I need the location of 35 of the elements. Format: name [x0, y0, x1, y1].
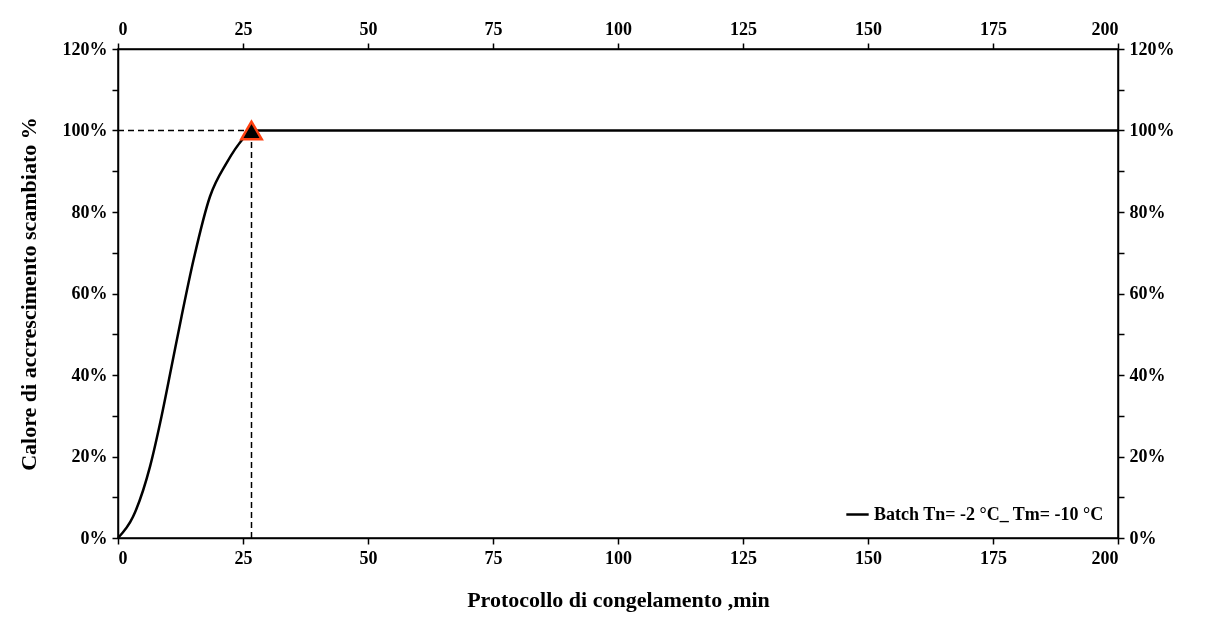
- y2-tick-label: 0%: [1129, 527, 1157, 548]
- x2-tick-label: 150: [855, 18, 882, 39]
- y2-tick-label: 120%: [1129, 38, 1175, 59]
- y2-tick-label: 40%: [1129, 364, 1166, 385]
- x2-tick-label: 0: [118, 18, 128, 39]
- y-tick-label: 60%: [71, 283, 108, 303]
- y-tick-label: 100%: [62, 120, 108, 140]
- x-tick-label: 200: [1091, 547, 1119, 568]
- x-tick-label: 25: [234, 547, 253, 568]
- x-tick-label: 175: [980, 547, 1007, 568]
- y-tick-label: 120%: [62, 38, 108, 59]
- y2-tick-label: 100%: [1129, 120, 1175, 140]
- x2-tick-label: 50: [359, 18, 378, 39]
- x-tick-label: 50: [359, 547, 378, 568]
- x-axis-title: Protocollo di congelamento ,min: [467, 586, 770, 612]
- x2-tick-label: 175: [980, 18, 1007, 39]
- y2-tick-label: 60%: [1129, 283, 1166, 303]
- x-tick-label: 125: [730, 547, 757, 568]
- x2-tick-label: 25: [234, 18, 253, 39]
- y-tick-label: 80%: [71, 201, 108, 222]
- y-tick-label: 20%: [71, 446, 108, 466]
- x2-tick-label: 100: [605, 18, 632, 39]
- y-tick-label: 0%: [80, 527, 108, 548]
- x-tick-label: 100: [605, 547, 632, 568]
- x-tick-label: 0: [118, 547, 128, 568]
- x2-tick-label: 125: [730, 18, 757, 39]
- x2-tick-label: 200: [1091, 18, 1119, 39]
- y2-tick-label: 80%: [1129, 201, 1166, 222]
- x-tick-label: 150: [855, 547, 882, 568]
- y-tick-label: 40%: [71, 364, 108, 385]
- x-tick-label: 75: [484, 547, 503, 568]
- legend-label: Batch Tn= -2 °C_ Tm= -10 °C: [874, 503, 1104, 524]
- x2-tick-label: 75: [484, 18, 503, 39]
- y-axis-title: Calore di accrescimento scambiato %: [15, 117, 41, 471]
- y2-tick-label: 20%: [1129, 446, 1166, 466]
